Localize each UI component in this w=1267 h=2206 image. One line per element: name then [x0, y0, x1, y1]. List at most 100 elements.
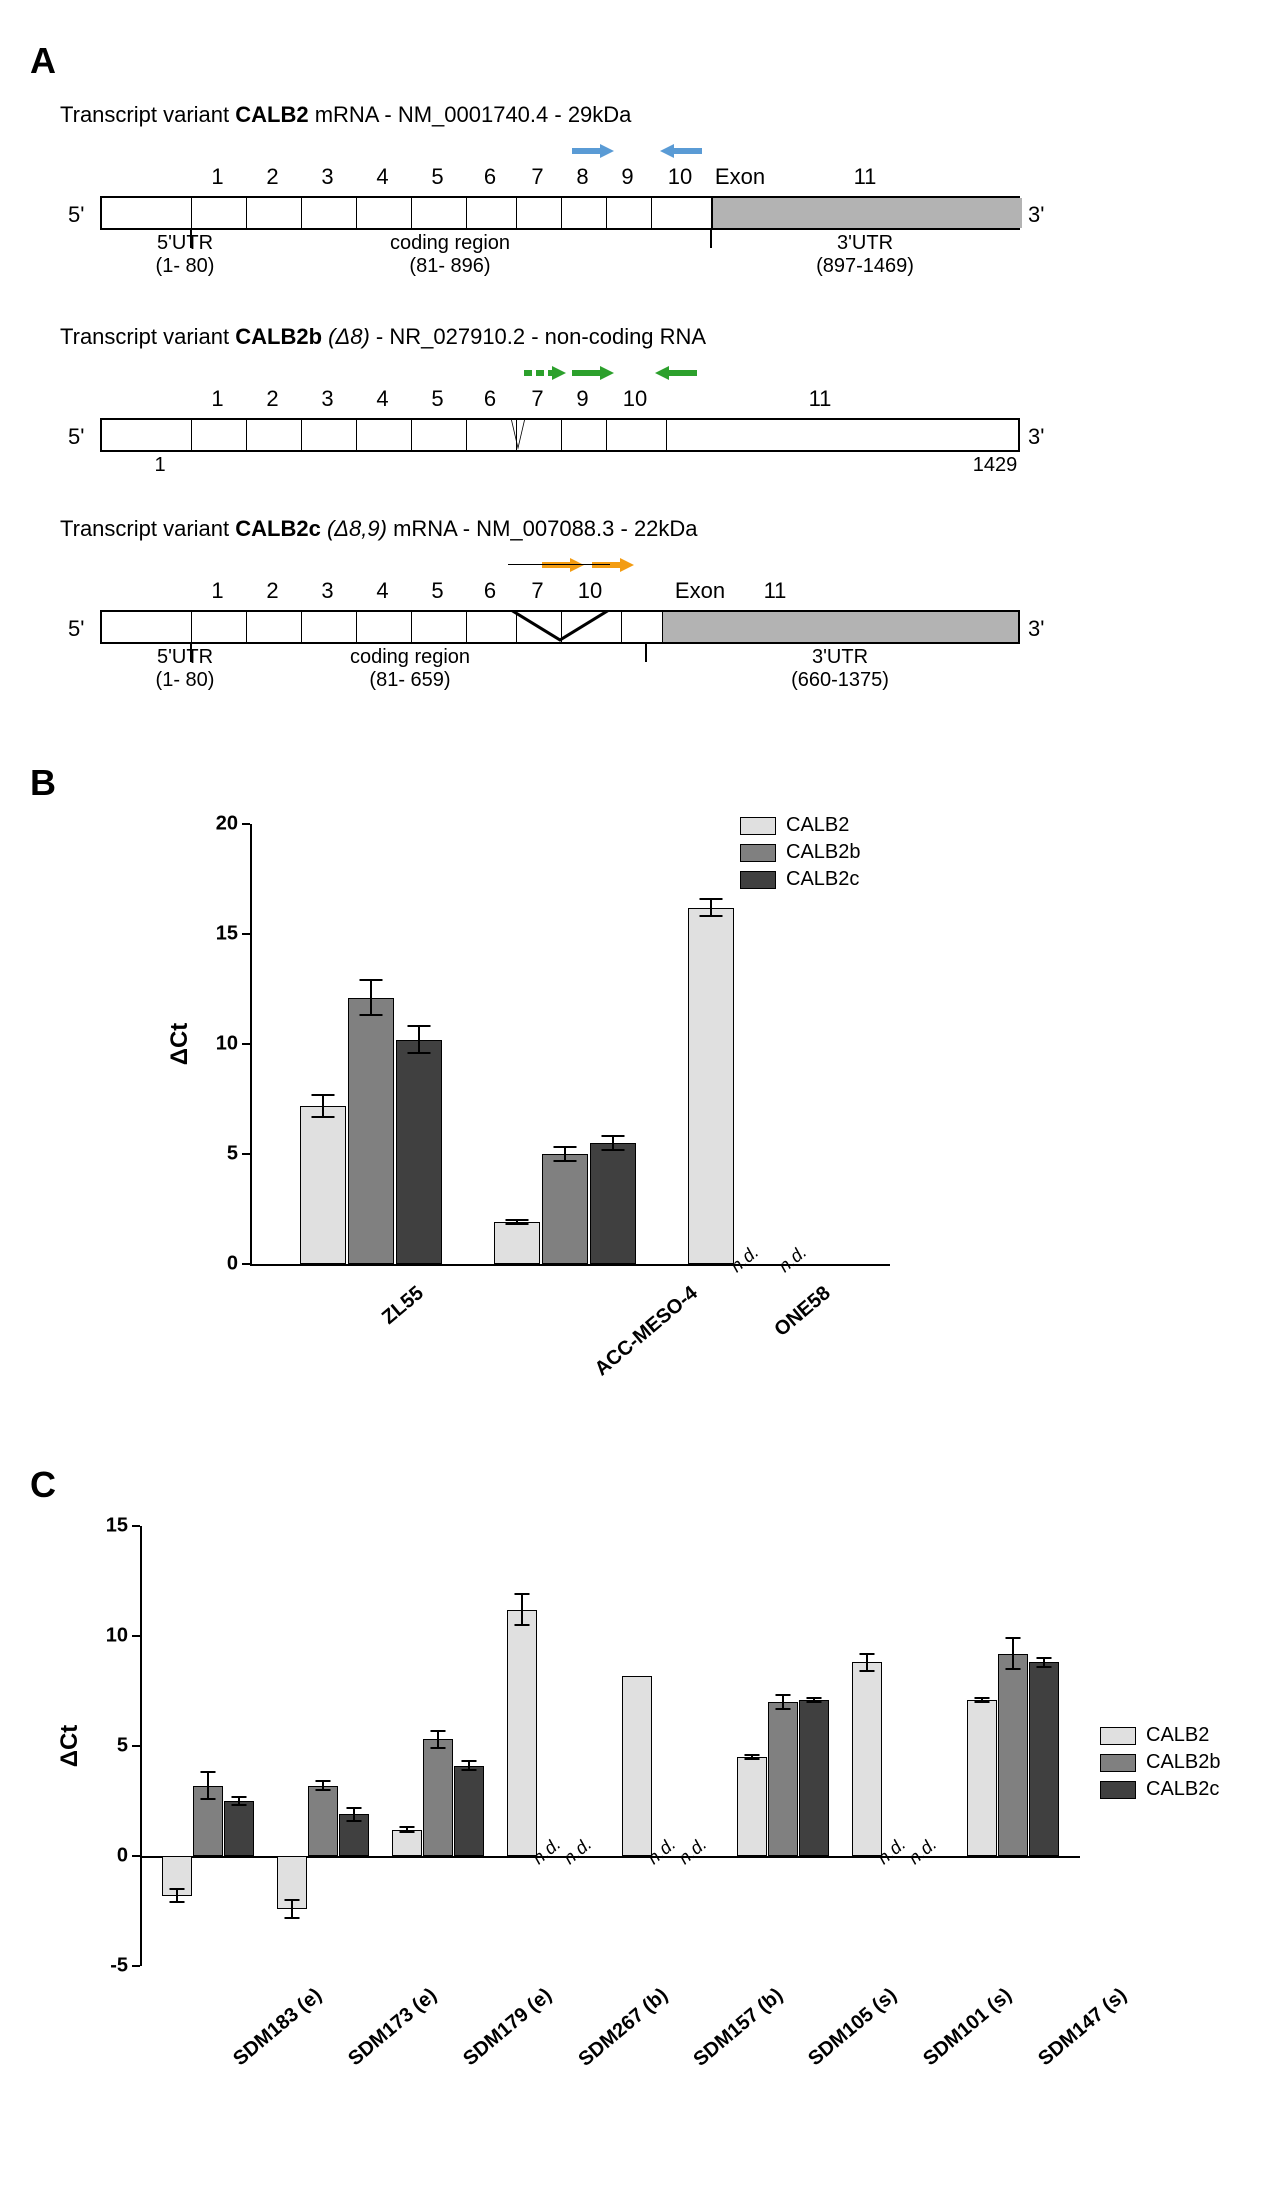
exon-number: 6 [484, 578, 496, 604]
legend-swatch [740, 871, 776, 889]
bar-calb2b [348, 998, 394, 1264]
region-label: coding region(81- 659) [350, 646, 470, 692]
y-tick-label: 5 [117, 1735, 128, 1758]
x-category-label: SDM267 (b) [574, 1984, 672, 2072]
exon-number: 5 [431, 164, 443, 190]
exon-word: Exon [675, 578, 725, 604]
region-label: 5'UTR(1- 80) [156, 232, 215, 278]
panel-b: B 05101520ΔCtZL55ACC-MESO-4n.d.n.d.ONE58… [30, 762, 1237, 1404]
x-category-label: ONE58 [770, 1282, 835, 1342]
legend-swatch [1100, 1754, 1136, 1772]
region-label: 3'UTR(660-1375) [791, 646, 889, 692]
nd-label: n.d. [775, 1242, 812, 1277]
bar-calb2 [507, 1610, 537, 1856]
exon-bar [100, 196, 1020, 230]
bar-calb2b [423, 1739, 453, 1856]
transcript-calb2: Transcript variant CALB2 mRNA - NM_00017… [60, 102, 1237, 288]
exon-number: 9 [621, 164, 633, 190]
nd-label: n.d. [560, 1834, 597, 1869]
legend-item-calb2c: CALB2c [740, 868, 861, 891]
legend-swatch [1100, 1727, 1136, 1745]
primer-arrow [522, 366, 566, 380]
y-tick-label: 5 [227, 1143, 238, 1166]
exon-number: 9 [576, 386, 588, 412]
x-category-label: SDM157 (b) [689, 1984, 787, 2072]
y-tick-label: 0 [117, 1845, 128, 1868]
panel-a-label: A [30, 40, 1237, 82]
bar-calb2 [494, 1222, 540, 1264]
exon-number: 11 [809, 386, 832, 412]
bar-calb2 [967, 1700, 997, 1856]
x-category-label: SDM105 (s) [804, 1984, 901, 2071]
three-prime-label: 3' [1028, 616, 1044, 642]
transcript-title: Transcript variant CALB2 mRNA - NM_00017… [60, 102, 1237, 128]
x-category-label: ZL55 [378, 1282, 429, 1330]
exon-number: 6 [484, 386, 496, 412]
legend-label: CALB2c [786, 868, 859, 891]
y-tick-label: -5 [110, 1955, 128, 1978]
region-label: coding region(81- 896) [390, 232, 510, 278]
bar-calb2 [688, 908, 734, 1264]
y-tick-label: 15 [106, 1515, 128, 1538]
exon-word: Exon [715, 164, 765, 190]
bar-calb2 [737, 1757, 767, 1856]
x-category-label: SDM101 (s) [919, 1984, 1016, 2071]
region-label: 1429 [973, 454, 1018, 477]
y-axis-label: ΔCt [166, 1023, 194, 1066]
exon-number: 7 [531, 578, 543, 604]
legend: CALB2 CALB2b CALB2c [1100, 1724, 1221, 1805]
bar-calb2 [392, 1830, 422, 1856]
legend-swatch [740, 817, 776, 835]
transcript-title: Transcript variant CALB2b (Δ8) - NR_0279… [60, 324, 1237, 350]
legend-item-calb2b: CALB2b [740, 841, 861, 864]
bar-calb2c [1029, 1662, 1059, 1856]
region-label: 3'UTR(897-1469) [816, 232, 914, 278]
exon-bar [100, 418, 1020, 452]
exon-number: 11 [764, 578, 787, 604]
five-prime-label: 5' [68, 616, 84, 642]
legend-label: CALB2b [786, 841, 861, 864]
x-category-label: SDM183 (e) [229, 1984, 326, 2071]
x-category-label: ACC-MESO-4 [591, 1282, 703, 1381]
bar-calb2c [799, 1700, 829, 1856]
primer-arrow [570, 144, 614, 158]
x-category-label: SDM179 (e) [459, 1984, 556, 2071]
x-category-label: SDM173 (e) [344, 1984, 441, 2071]
exon-number: 4 [376, 386, 388, 412]
panel-b-label: B [30, 762, 1237, 804]
y-axis-label: ΔCt [56, 1725, 84, 1768]
primer-arrow [660, 144, 704, 158]
bar-calb2c [224, 1801, 254, 1856]
chart-c: -5051015ΔCtSDM183 (e)SDM173 (e)SDM179 (e… [140, 1526, 1080, 2106]
bar-calb2b [542, 1154, 588, 1264]
exon-number: 3 [321, 386, 333, 412]
primer-arrow [590, 558, 634, 572]
exon-number: 8 [576, 164, 588, 190]
panel-c-label: C [30, 1464, 1237, 1506]
exon-number: 10 [623, 386, 647, 412]
five-prime-label: 5' [68, 424, 84, 450]
splice-mark [511, 418, 525, 452]
legend-item-calb2c: CALB2c [1100, 1778, 1221, 1801]
legend-label: CALB2 [1146, 1724, 1209, 1747]
legend-label: CALB2 [786, 814, 849, 837]
legend-item-calb2b: CALB2b [1100, 1751, 1221, 1774]
bar-calb2c [396, 1040, 442, 1264]
exon-number: 4 [376, 164, 388, 190]
transcript-calb2b: Transcript variant CALB2b (Δ8) - NR_0279… [60, 324, 1237, 480]
region-label: 5'UTR(1- 80) [156, 646, 215, 692]
nd-label: n.d. [905, 1834, 942, 1869]
exon-number: 1 [211, 386, 223, 412]
bar-calb2c [590, 1143, 636, 1264]
exon-number: 10 [668, 164, 692, 190]
splice-mark [511, 610, 609, 644]
legend-item-calb2: CALB2 [740, 814, 861, 837]
exon-number: 2 [266, 164, 278, 190]
y-tick-label: 0 [227, 1253, 238, 1276]
exon-number: 7 [531, 386, 543, 412]
three-prime-label: 3' [1028, 424, 1044, 450]
exon-number: 1 [211, 164, 223, 190]
transcript-calb2c: Transcript variant CALB2c (Δ8,9) mRNA - … [60, 516, 1237, 702]
y-tick-label: 10 [216, 1033, 238, 1056]
panel-c: C -5051015ΔCtSDM183 (e)SDM173 (e)SDM179 … [30, 1464, 1237, 2106]
